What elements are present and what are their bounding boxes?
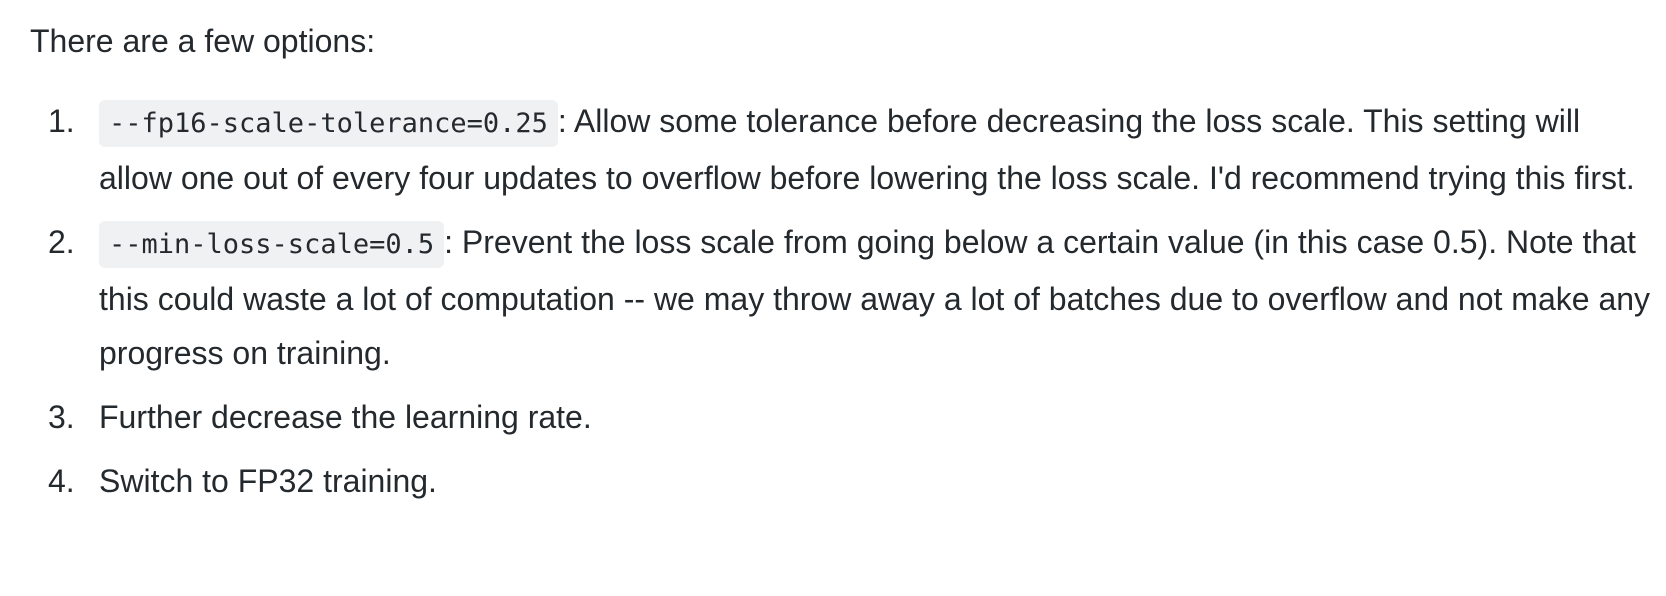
list-number: 2. [48,224,75,260]
list-number: 3. [48,399,75,435]
option-item-3: 3. Further decrease the learning rate. [30,390,1660,444]
option-description: Switch to FP32 training. [99,463,437,499]
fp16-scale-tolerance-flag: --fp16-scale-tolerance=0.25 [99,100,558,147]
comment-body: There are a few options: 1. --fp16-scale… [30,14,1660,518]
option-item-2: 2. --min-loss-scale=0.5: Prevent the los… [30,215,1660,380]
intro-text: There are a few options: [30,23,376,59]
option-item-4: 4. Switch to FP32 training. [30,454,1660,508]
options-list: 1. --fp16-scale-tolerance=0.25: Allow so… [30,94,1660,508]
option-description: : Allow some tolerance before decreasing… [99,103,1635,196]
option-item-1: 1. --fp16-scale-tolerance=0.25: Allow so… [30,94,1660,205]
option-description: Further decrease the learning rate. [99,399,592,435]
list-number: 4. [48,463,75,499]
list-number: 1. [48,103,75,139]
option-description: : Prevent the loss scale from going belo… [99,224,1651,371]
min-loss-scale-flag: --min-loss-scale=0.5 [99,221,445,268]
